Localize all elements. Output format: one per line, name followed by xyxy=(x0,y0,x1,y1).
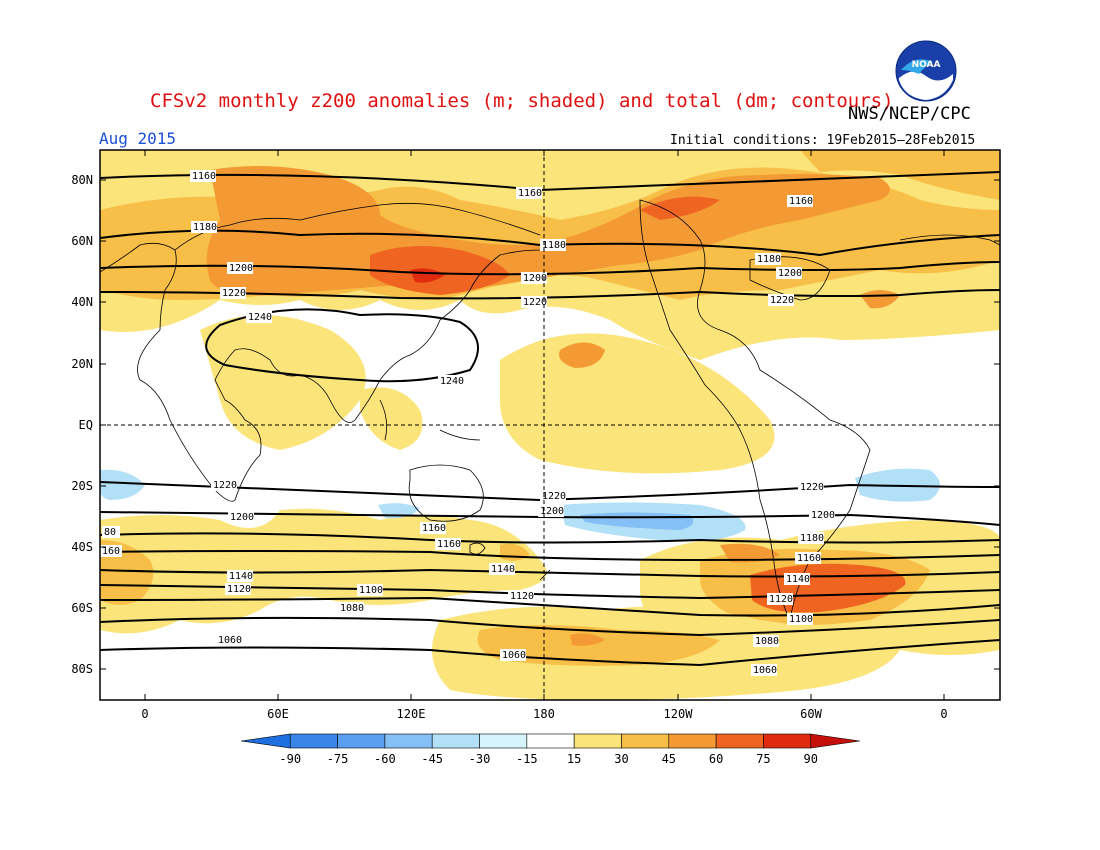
map-title: CFSv2 monthly z200 anomalies (m; shaded)… xyxy=(150,90,894,112)
contour-label: 1080 xyxy=(755,636,779,647)
contour-label: 1220 xyxy=(222,288,246,299)
contour-label: 1160 xyxy=(437,539,461,550)
noaa-logo-icon: NOAA xyxy=(895,40,957,102)
contour-label: 1180 xyxy=(800,533,824,544)
contour-label: 1140 xyxy=(229,571,253,582)
colorbar-swatch xyxy=(431,733,480,749)
colorbar-tick-label: 30 xyxy=(614,752,628,766)
lat-label: 40S xyxy=(71,540,93,554)
lon-label: 0 xyxy=(141,707,148,721)
lon-label: 0 xyxy=(940,707,947,721)
lat-label: 20N xyxy=(71,357,93,371)
lat-label: 80S xyxy=(71,662,93,676)
forecast-month: Aug 2015 xyxy=(99,129,177,148)
agency-label: NWS/NCEP/CPC xyxy=(848,104,971,124)
colorbar-swatch xyxy=(337,733,386,749)
initial-conditions: Initial conditions: 19Feb2015–28Feb2015 xyxy=(670,133,976,148)
contour-label: 1060 xyxy=(218,635,242,646)
contour-label: 1160 xyxy=(422,523,446,534)
contour-label: 1200 xyxy=(230,512,254,523)
lon-label: 180 xyxy=(533,707,555,721)
colorbar-tick-label: -15 xyxy=(516,752,538,766)
contour-label: 1080 xyxy=(340,603,364,614)
contour-label: 1060 xyxy=(753,665,777,676)
contour-label: 1220 xyxy=(800,482,824,493)
colorbar xyxy=(240,733,861,749)
contour-label: 160 xyxy=(102,546,120,557)
colorbar-tick-label: -60 xyxy=(374,752,396,766)
contour-label: 1140 xyxy=(491,564,515,575)
contour-label: 1160 xyxy=(797,553,821,564)
lon-label: 60E xyxy=(267,707,289,721)
lat-label: 60N xyxy=(71,234,93,248)
colorbar-arrow-high xyxy=(810,733,861,749)
colorbar-tick-label: -75 xyxy=(327,752,349,766)
contour-label: 1060 xyxy=(502,650,526,661)
contour-label: 1220 xyxy=(213,480,237,491)
lat-label: 80N xyxy=(71,173,93,187)
lat-label: EQ xyxy=(79,418,93,432)
colorbar-swatch xyxy=(573,733,622,749)
colorbar-tick-label: 60 xyxy=(709,752,723,766)
colorbar-tick-label: 75 xyxy=(756,752,770,766)
contour-label: 1220 xyxy=(523,297,547,308)
contour-label: 1160 xyxy=(192,171,216,182)
colorbar-swatch xyxy=(668,733,717,749)
colorbar-tick-label: 45 xyxy=(662,752,676,766)
contour-label: 1160 xyxy=(518,188,542,199)
lon-label: 120E xyxy=(397,707,426,721)
lat-label: 20S xyxy=(71,479,93,493)
contour-label: 1240 xyxy=(440,376,464,387)
contour-label: 1180 xyxy=(193,222,217,233)
contour-label: 1120 xyxy=(510,591,534,602)
contour-label: 1200 xyxy=(778,268,802,279)
colorbar-tick-label: 15 xyxy=(567,752,581,766)
contour-label: 1100 xyxy=(789,614,813,625)
colorbar-swatch xyxy=(715,733,764,749)
lat-label: 40N xyxy=(71,295,93,309)
colorbar-swatch xyxy=(384,733,433,749)
lon-label: 60W xyxy=(800,707,822,721)
colorbar-swatch xyxy=(526,733,575,749)
colorbar-tick-label: 90 xyxy=(804,752,818,766)
contour-label: 1120 xyxy=(227,584,251,595)
contour-label: 1200 xyxy=(540,506,564,517)
contour-label: 1180 xyxy=(757,254,781,265)
contour-label: 1200 xyxy=(229,263,253,274)
colorbar-swatch xyxy=(479,733,528,749)
contour-label: 1100 xyxy=(359,585,383,596)
colorbar-swatch xyxy=(289,733,338,749)
contour-label: 80 xyxy=(104,527,116,538)
colorbar-tick-label: -90 xyxy=(279,752,301,766)
contour-label: 1140 xyxy=(786,574,810,585)
colorbar-swatch xyxy=(763,733,812,749)
contour-label: 1160 xyxy=(789,196,813,207)
contour-label: 1220 xyxy=(542,491,566,502)
contour-label: 1240 xyxy=(248,312,272,323)
lon-label: 120W xyxy=(664,707,694,721)
lat-label: 60S xyxy=(71,601,93,615)
contour-label: 1220 xyxy=(770,295,794,306)
latitude-axis: 80N 60N 40N 20N EQ 20S 40S 60S 80S xyxy=(71,173,1000,676)
colorbar-tick-label: -45 xyxy=(421,752,443,766)
contour-label: 1200 xyxy=(811,510,835,521)
contour-label: 1180 xyxy=(542,240,566,251)
colorbar-swatch xyxy=(621,733,670,749)
colorbar-tick-label: -30 xyxy=(469,752,491,766)
colorbar-labels: -90 -75 -60 -45 -30 -15 15 30 45 60 75 90 xyxy=(279,752,818,766)
contour-label: 1120 xyxy=(769,594,793,605)
longitude-axis: 0 60E 120E 180 120W 60W 0 xyxy=(141,150,948,721)
colorbar-arrow-low xyxy=(240,733,291,749)
svg-text:NOAA: NOAA xyxy=(912,60,941,70)
contour-label: 1200 xyxy=(523,273,547,284)
